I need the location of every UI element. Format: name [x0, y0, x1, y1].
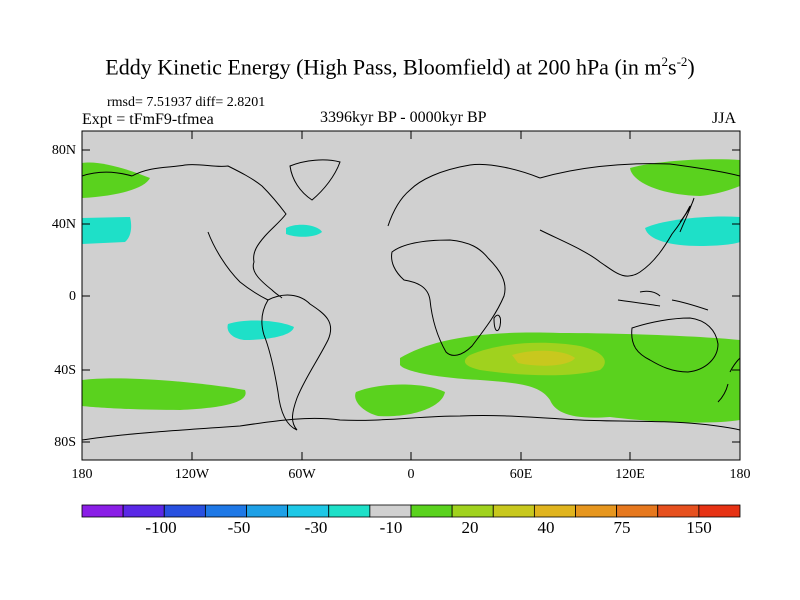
colorbar-label: -100 [145, 518, 177, 537]
anomaly-cyan-south-pacific [227, 320, 294, 340]
lat-label-80s: 80S [54, 435, 76, 450]
title-unit-s: s [668, 54, 677, 80]
colorbar-swatch [287, 504, 330, 518]
colorbar-swatch [369, 504, 412, 518]
colorbar-swatch [328, 504, 371, 518]
lat-label-40n: 40N [51, 217, 76, 232]
colorbar-swatch [492, 504, 535, 518]
colorbar-swatch [163, 504, 206, 518]
anomaly-south-atlantic [355, 384, 445, 417]
colorbar-swatch [246, 504, 289, 518]
lat-label-0: 0 [69, 289, 76, 304]
season-label: JJA [712, 110, 737, 127]
anomaly-south-pacific-west [82, 378, 246, 410]
colorbar-label: 40 [537, 518, 555, 537]
title-text: Eddy Kinetic Energy (High Pass, Bloomfie… [105, 54, 662, 80]
coast-south-america [261, 294, 332, 431]
plot-title: Eddy Kinetic Energy (High Pass, Bloomfie… [0, 54, 800, 80]
rmsd-diff-label: rmsd= 7.51937 diff= 2.8201 [107, 95, 266, 110]
anomaly-cyan-north-pacific-west [82, 217, 132, 244]
lon-label-120e: 120E [615, 467, 645, 482]
anomaly-cyan-north-atlantic [286, 224, 322, 237]
experiment-label: Expt = tFmF9-tfmea [82, 111, 214, 128]
coast-new-zealand [717, 357, 740, 403]
anomaly-north-pacific-west [82, 162, 150, 198]
colorbar-swatch [81, 504, 124, 518]
coast-antarctica [82, 414, 740, 441]
colorbar-swatch [575, 504, 618, 518]
coast-greenland [289, 159, 341, 201]
coast-indonesia [617, 290, 709, 311]
lat-label-40s: 40S [54, 363, 76, 378]
coast-europe [387, 163, 541, 227]
lon-label-180e: 180 [729, 467, 751, 482]
colorbar-label: 75 [613, 518, 631, 537]
colorbar-label: -50 [227, 518, 251, 537]
axis-ticks [81, 131, 741, 460]
colorbar-swatch [657, 504, 700, 518]
lon-label-180w: 180 [71, 467, 93, 482]
coast-madagascar [493, 314, 501, 332]
lat-label-80n: 80N [51, 143, 76, 158]
colorbar-swatch [410, 504, 453, 518]
title-superscript-1: 2 [661, 54, 669, 69]
lon-label-120w: 120W [174, 467, 210, 482]
lon-label-0: 0 [407, 467, 415, 482]
coast-central-america [207, 231, 269, 301]
coast-australia [631, 317, 719, 373]
lon-label-60e: 60E [509, 467, 533, 482]
colorbar-swatch [698, 504, 741, 518]
coast-asia [539, 163, 740, 277]
lon-label-60w: 60W [288, 467, 316, 482]
colorbar-label: 20 [461, 518, 479, 537]
title-close-paren: ) [687, 54, 695, 80]
coast-north-america [131, 164, 287, 299]
colorbar-label: 150 [686, 518, 712, 537]
colorbar-swatch [122, 504, 165, 518]
coast-japan [679, 197, 695, 233]
colorbar-label: -30 [304, 518, 328, 537]
coast-alaska [82, 171, 133, 177]
coast-africa [391, 239, 506, 356]
colorbar-label: -10 [379, 518, 403, 537]
period-label: 3396kyr BP - 0000kyr BP [320, 109, 487, 126]
colorbar-swatch [616, 504, 659, 518]
anomaly-indian-ocean-peak [512, 350, 575, 366]
colorbar-swatch [204, 504, 247, 518]
anomaly-north-pacific-east [630, 159, 740, 196]
colorbar-swatch [533, 504, 576, 518]
colorbar-swatch [451, 504, 494, 518]
title-superscript-2: -2 [676, 54, 688, 69]
colorbar [81, 504, 741, 518]
